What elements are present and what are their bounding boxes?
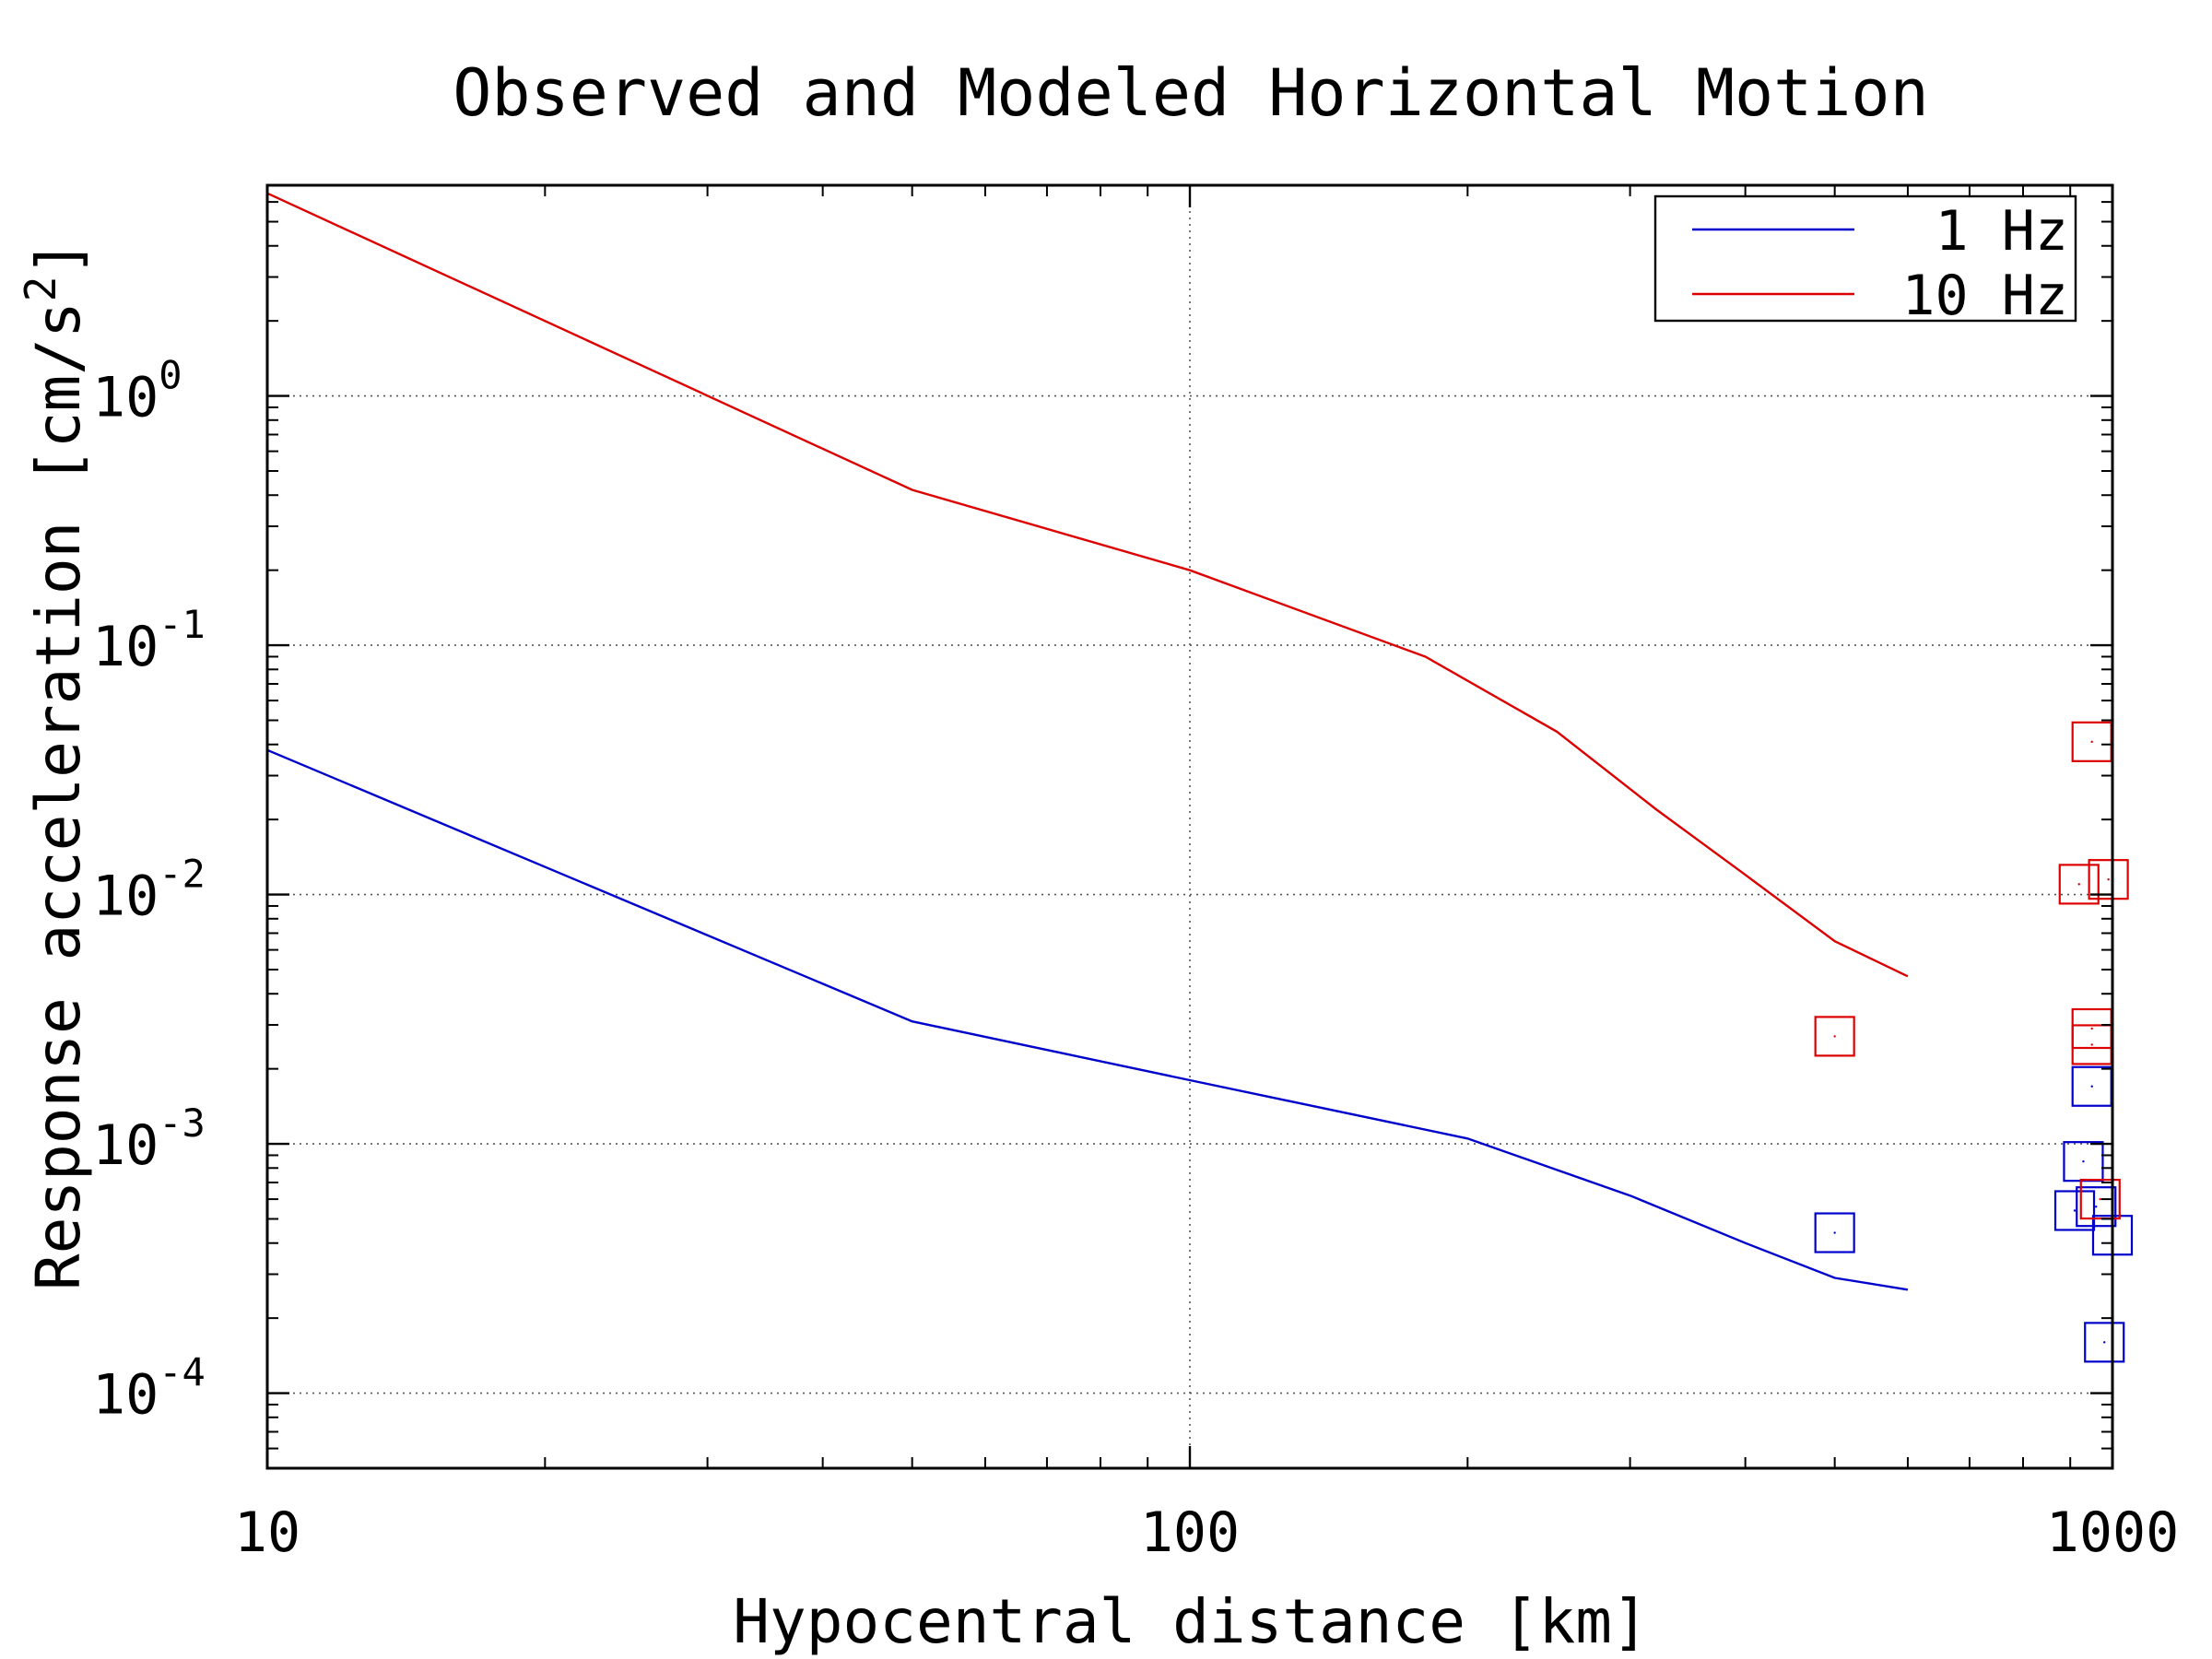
observed-point [2053,1190,2096,1231]
observed-point [1814,1212,1855,1253]
observed-point [1814,1016,1855,1057]
y-tick-base: 10 [92,1363,159,1428]
y-tick-label: 10-4 [92,1350,206,1428]
observed-point [2084,1322,2125,1363]
observed-point [2088,859,2129,900]
y-tick-exponent: -1 [159,602,206,647]
x-tick-label: 1000 [2046,1500,2180,1565]
grid-lines [267,185,2112,1468]
y-tick-base: 10 [92,366,159,430]
chart-title: Observed and Modeled Horizontal Motion [453,55,1928,131]
y-axis-label: Response acceleration [cm/s2] [16,240,94,1290]
observed-point-center [2095,1205,2098,1208]
legend-label: 1 Hz [1936,199,2069,264]
observed-point-center [2090,1043,2093,1046]
legend-label: 10 Hz [1901,264,2068,328]
observed-point-center [2103,1341,2106,1344]
observed-point [2076,1186,2117,1228]
x-tick-label: 10 [234,1500,300,1565]
observed-point-center [1833,1231,1836,1234]
y-tick-label: 10-1 [92,602,206,679]
y-tick-exponent: -2 [159,852,206,897]
y-tick-label: 100 [92,353,182,430]
y-tick-label: 10-2 [92,852,206,929]
y-tick-base: 10 [92,615,159,679]
y-axis-label-main: Response acceleration [cm/s [23,301,94,1290]
observed-point-center [2090,1085,2093,1088]
data-series [266,192,2134,1363]
y-axis-label-superscript: 2 [16,276,65,302]
observed-point-center [1833,1035,1836,1038]
model-line [266,192,1909,978]
observed-point-center [2082,1159,2085,1163]
y-tick-exponent: -3 [159,1100,206,1146]
observed-point-center [2073,1209,2077,1212]
y-tick-exponent: -4 [159,1350,206,1395]
x-tick-label: 100 [1140,1500,1240,1565]
x-axis-label: Hypocentral distance [km] [733,1586,1648,1657]
model-line [266,748,1909,1291]
observed-point [2079,1178,2121,1220]
observed-point-center [2099,1197,2101,1201]
y-tick-exponent: 0 [159,353,182,398]
legend-box [1653,194,2077,323]
y-tick-label: 10-3 [92,1100,206,1178]
observed-point-center [2077,883,2080,886]
y-tick-base: 10 [92,1113,159,1178]
y-tick-base: 10 [92,865,159,929]
observed-point-center [2107,877,2110,881]
observed-point-center [2090,740,2093,744]
observed-point [2058,864,2100,905]
y-axis-label-suffix: ] [23,240,94,276]
observed-point-center [2090,1027,2093,1030]
